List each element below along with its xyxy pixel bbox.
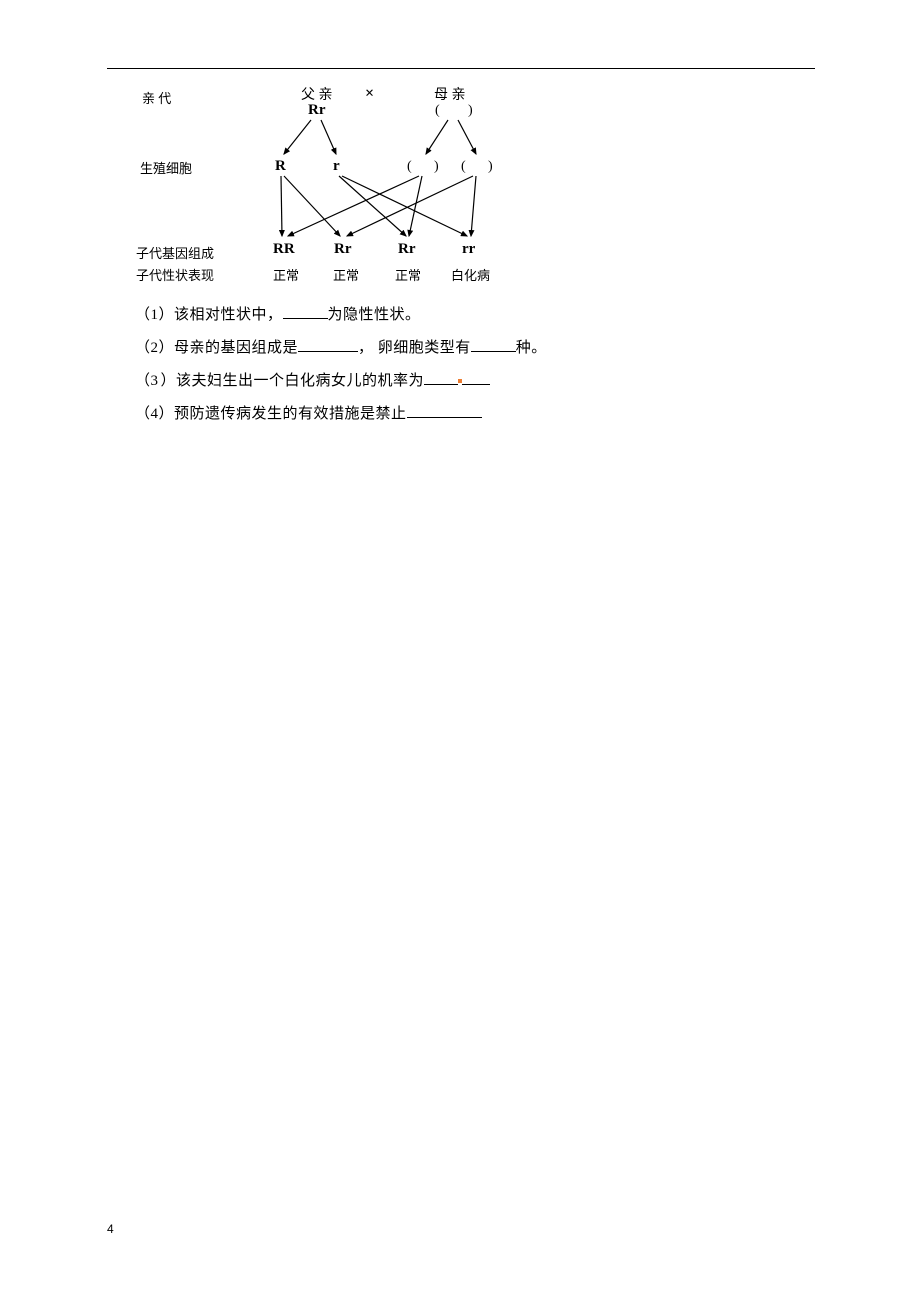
q1-blank: [283, 303, 328, 319]
q4-prefix: （4）预防遗传病发生的有效措施是禁止: [135, 406, 407, 422]
q2-blank-2: [471, 336, 516, 352]
page-number: 4: [107, 1222, 114, 1236]
question-3: （3）该夫妇生出一个白化病女儿的机率为: [135, 365, 820, 398]
q4-blank: [407, 402, 482, 418]
q3-prefix: （3: [135, 373, 159, 389]
question-4: （4）预防遗传病发生的有效措施是禁止: [135, 398, 820, 431]
q3-blank-1: [424, 369, 458, 385]
diagram-arrows: [136, 80, 536, 285]
q2-suffix: 种。: [516, 340, 547, 356]
q1-suffix: 为隐性性状。: [328, 307, 421, 323]
question-1: （1）该相对性状中， 为隐性性状。: [135, 299, 820, 332]
question-2: （2）母亲的基因组成是 ， 卵细胞类型有 种。: [135, 332, 820, 365]
orange-dot-marker: [458, 379, 462, 383]
q2-blank-1: [298, 336, 358, 352]
q2-prefix: （2）母亲的基因组成是: [135, 340, 298, 356]
q3-prefix2: ）该夫妇生出一个白化病女儿的机率为: [161, 373, 425, 389]
genetics-diagram: 亲 代 生殖细胞 子代基因组成 子代性状表现 父 亲 Rr × 母 亲 ( ) …: [136, 80, 536, 285]
questions-block: （1）该相对性状中， 为隐性性状。 （2）母亲的基因组成是 ， 卵细胞类型有 种。 （…: [135, 299, 820, 431]
q3-blank-2: [462, 369, 490, 385]
top-horizontal-rule: [107, 68, 815, 69]
page-container: 亲 代 生殖细胞 子代基因组成 子代性状表现 父 亲 Rr × 母 亲 ( ) …: [0, 0, 920, 471]
q2-middle: ， 卵细胞类型有: [358, 340, 471, 356]
q1-prefix: （1）该相对性状中，: [135, 307, 283, 323]
